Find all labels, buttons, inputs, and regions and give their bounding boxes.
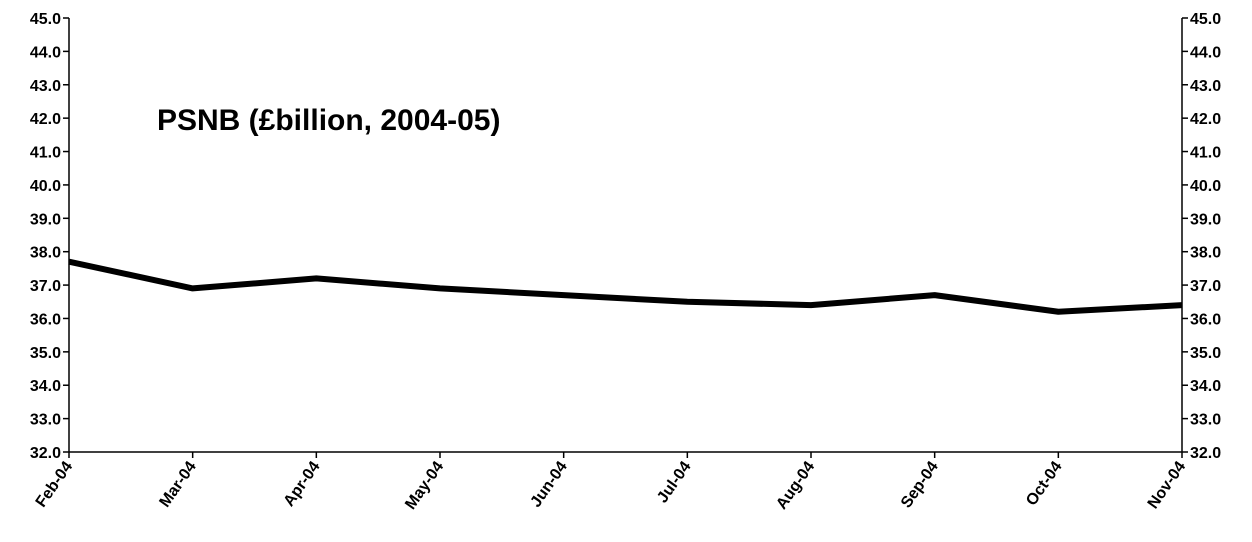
left-y-tick-label: 34.0 <box>30 378 61 395</box>
left-y-ticks: 32.0 33.0 34.0 35.0 36.0 37.0 38.0 39.0 40.0 41.0… <box>30 11 69 462</box>
right-y-tick-label: 34.0 <box>1190 378 1221 395</box>
x-ticks: Feb-04 Mar-04 Apr-04 May-04 Jun-04 Jul-04 Aug-… <box>33 452 1190 513</box>
x-tick-label: Jun-04 <box>527 458 571 510</box>
right-y-tick-label: 45.0 <box>1190 11 1221 28</box>
left-y-tick-label: 33.0 <box>30 412 61 429</box>
x-tick-label: Jul-04 <box>654 458 695 506</box>
right-y-tick-label: 36.0 <box>1190 311 1221 328</box>
x-tick-label: Aug-04 <box>773 458 818 512</box>
series-layer <box>68 258 1183 315</box>
x-tick-label: Sep-04 <box>898 458 942 511</box>
right-y-tick-label: 41.0 <box>1190 145 1221 162</box>
right-y-tick-label: 39.0 <box>1190 211 1221 228</box>
right-y-tick-label: 38.0 <box>1190 245 1221 262</box>
chart-axes <box>68 18 1183 453</box>
right-y-tick-label: 42.0 <box>1190 111 1221 128</box>
right-y-ticks: 32.0 33.0 34.0 35.0 36.0 37.0 38.0 39.0 40.0 41.0… <box>1182 11 1221 462</box>
x-tick-label: Mar-04 <box>156 458 200 510</box>
left-y-tick-label: 35.0 <box>30 345 61 362</box>
right-y-tick-label: 32.0 <box>1190 445 1221 462</box>
left-y-tick-label: 42.0 <box>30 111 61 128</box>
chart-title: PSNB (£billion, 2004-05) <box>157 104 500 137</box>
left-y-tick-label: 36.0 <box>30 311 61 328</box>
left-y-tick-label: 37.0 <box>30 278 61 295</box>
x-tick-label: Apr-04 <box>281 458 324 509</box>
right-y-tick-label: 35.0 <box>1190 345 1221 362</box>
left-y-tick-label: 45.0 <box>30 11 61 28</box>
x-tick-label: Feb-04 <box>33 458 77 510</box>
x-tick-label: Oct-04 <box>1023 458 1066 509</box>
left-y-tick-label: 38.0 <box>30 245 61 262</box>
left-y-tick-label: 40.0 <box>30 178 61 195</box>
left-y-tick-label: 39.0 <box>30 211 61 228</box>
left-y-tick-label: 41.0 <box>30 145 61 162</box>
right-y-tick-label: 37.0 <box>1190 278 1221 295</box>
right-y-tick-label: 40.0 <box>1190 178 1221 195</box>
left-y-tick-label: 43.0 <box>30 78 61 95</box>
series-line <box>68 258 1183 315</box>
x-tick-label: May-04 <box>402 458 447 512</box>
right-y-tick-label: 44.0 <box>1190 44 1221 61</box>
x-tick-label: Nov-04 <box>1145 458 1190 512</box>
right-y-tick-label: 43.0 <box>1190 78 1221 95</box>
left-y-tick-label: 44.0 <box>30 44 61 61</box>
left-y-tick-label: 32.0 <box>30 445 61 462</box>
right-y-tick-label: 33.0 <box>1190 412 1221 429</box>
